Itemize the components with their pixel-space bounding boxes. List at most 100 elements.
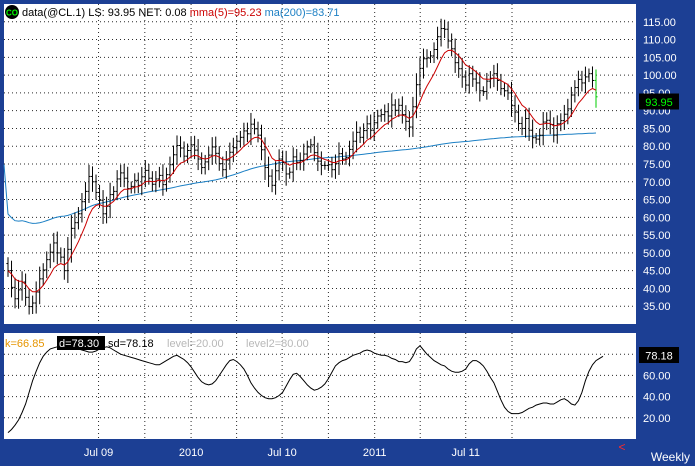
ohlc-bar bbox=[214, 136, 218, 164]
price-tick-label: 100.00 bbox=[643, 70, 677, 82]
ohlc-bar bbox=[474, 70, 478, 92]
ohlc-bar bbox=[425, 49, 429, 68]
ohlc-bar bbox=[115, 170, 119, 201]
ohlc-bar bbox=[256, 121, 260, 143]
price-tick-label: 115.00 bbox=[643, 17, 676, 29]
ohlc-bar bbox=[344, 151, 348, 165]
ohlc-bar bbox=[516, 104, 521, 131]
ohlc-bar bbox=[464, 70, 468, 92]
ohlc-bar bbox=[590, 66, 595, 88]
ohlc-bar bbox=[358, 126, 362, 144]
ohlc-bar bbox=[266, 156, 271, 188]
ohlc-bar bbox=[288, 167, 292, 179]
ohlc-bar bbox=[457, 53, 461, 78]
ohlc-bar bbox=[41, 263, 45, 286]
price-tick-label: 65.00 bbox=[643, 195, 671, 207]
ohlc-bar bbox=[421, 48, 426, 79]
ohlc-bar bbox=[576, 70, 580, 97]
ohlc-bar bbox=[277, 149, 281, 181]
price-tick-label: 105.00 bbox=[643, 52, 677, 64]
ohlc-bar bbox=[175, 135, 179, 165]
ohlc-bar bbox=[66, 237, 70, 283]
stochastic-tick-label: 60.00 bbox=[643, 370, 671, 382]
ohlc-bar bbox=[27, 289, 31, 315]
ohlc-bar bbox=[478, 72, 482, 102]
ohlc-bar bbox=[38, 266, 42, 305]
ohlc-bar bbox=[59, 247, 63, 263]
ohlc-bar bbox=[460, 57, 464, 88]
ohlc-bar bbox=[259, 124, 264, 161]
ohlc-bar bbox=[386, 103, 390, 125]
ohlc-bar bbox=[13, 277, 17, 309]
ohlc-bar bbox=[583, 66, 588, 94]
ohlc-bar bbox=[337, 142, 341, 175]
scroll-right-marker[interactable]: < bbox=[618, 440, 625, 454]
ohlc-bar bbox=[94, 174, 98, 200]
ohlc-bar bbox=[330, 156, 334, 178]
ohlc-bar bbox=[55, 231, 59, 265]
ohlc-bar bbox=[428, 51, 433, 63]
ohlc-bar bbox=[73, 212, 77, 239]
ohlc-bar bbox=[101, 190, 105, 224]
time-tick-label: Jul 11 bbox=[451, 447, 480, 459]
ohlc-bar bbox=[555, 115, 559, 144]
stochastic-panel[interactable] bbox=[4, 333, 636, 439]
ohlc-bar bbox=[161, 164, 165, 196]
ohlc-bar bbox=[481, 86, 485, 96]
ohlc-bar bbox=[83, 182, 88, 211]
ohlc-bar bbox=[316, 142, 320, 172]
ohlc-bar bbox=[231, 137, 235, 163]
legend-line: data(@CL.1) LS: 93.95 NET: 0.08 mma(5)=9… bbox=[22, 7, 340, 19]
ohlc-bar bbox=[291, 147, 295, 182]
ohlc-bar bbox=[45, 251, 49, 279]
ohlc-bar bbox=[513, 95, 517, 123]
price-tick-label: 110.00 bbox=[643, 35, 676, 47]
price-tick-label: 55.00 bbox=[643, 230, 671, 242]
ohlc-bar bbox=[531, 119, 535, 149]
ohlc-bar bbox=[273, 161, 278, 195]
time-tick-label: Jul 10 bbox=[267, 447, 296, 459]
ohlc-bar bbox=[485, 72, 489, 100]
stochastic-last-box bbox=[639, 347, 679, 363]
ohlc-bar bbox=[228, 142, 232, 170]
stochastic-sd-polyline bbox=[7, 344, 604, 433]
last-price-box bbox=[639, 93, 679, 110]
ohlc-bar bbox=[157, 166, 162, 188]
ohlc-bar bbox=[270, 169, 274, 193]
ohlc-bar bbox=[312, 136, 316, 162]
ohlc-bar bbox=[333, 154, 338, 179]
price-tick-label: 70.00 bbox=[643, 177, 671, 189]
ohlc-bar bbox=[90, 166, 95, 192]
ohlc-bar bbox=[506, 83, 510, 100]
ohlc-bar bbox=[9, 260, 14, 298]
ohlc-bar bbox=[369, 114, 373, 140]
legend-symbol: data(@CL.1) bbox=[22, 7, 85, 19]
ohlc-bar bbox=[298, 152, 302, 171]
ohlc-bar bbox=[235, 135, 239, 154]
ohlc-bar bbox=[594, 69, 598, 108]
ohlc-bar bbox=[200, 152, 204, 175]
legend-sd: sd=78.18 bbox=[108, 338, 154, 350]
stochastic-tick-label: 40.00 bbox=[643, 392, 671, 404]
stochastic-last-label: 78.18 bbox=[645, 351, 673, 363]
ohlc-bar bbox=[390, 93, 394, 128]
ohlc-bar bbox=[383, 104, 387, 122]
ohlc-bar bbox=[217, 146, 221, 171]
ohlc-bar bbox=[354, 121, 359, 153]
price-tick-label: 40.00 bbox=[643, 283, 671, 295]
ohlc-bar bbox=[252, 118, 257, 135]
ohlc-bar bbox=[453, 38, 457, 73]
legend-d-highlight bbox=[57, 336, 105, 350]
price-legend: CO data(@CL.1) LS: 93.95 NET: 0.08 mma(5… bbox=[5, 5, 340, 19]
ohlc-bar bbox=[245, 122, 250, 143]
ohlc-bar bbox=[196, 139, 200, 171]
ohlc-bar bbox=[178, 136, 183, 158]
interval-label[interactable]: Weekly bbox=[651, 450, 690, 464]
ohlc-bar bbox=[400, 96, 404, 124]
ohlc-bar bbox=[242, 122, 246, 146]
mma-5-polyline bbox=[7, 49, 597, 293]
ohlc-bar bbox=[523, 109, 528, 138]
ohlc-bar bbox=[143, 160, 147, 188]
ohlc-bar bbox=[467, 65, 471, 94]
